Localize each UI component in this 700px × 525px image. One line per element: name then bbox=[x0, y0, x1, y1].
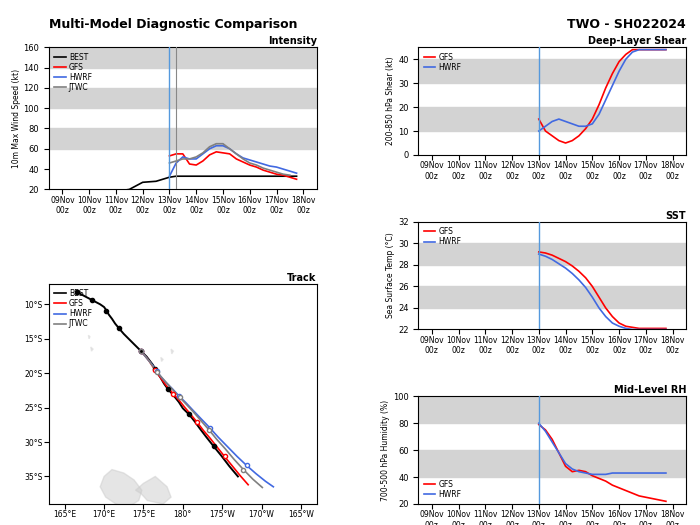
Polygon shape bbox=[100, 469, 142, 508]
Text: SST: SST bbox=[666, 211, 686, 221]
Polygon shape bbox=[171, 349, 174, 354]
Text: Mid-Level RH: Mid-Level RH bbox=[613, 385, 686, 395]
Bar bbox=[49, 129, 316, 149]
Polygon shape bbox=[88, 335, 90, 339]
Text: Track: Track bbox=[287, 273, 316, 283]
Bar bbox=[49, 88, 316, 108]
Legend: GFS, HWRF: GFS, HWRF bbox=[422, 478, 463, 500]
Text: Deep-Layer Shear: Deep-Layer Shear bbox=[588, 36, 686, 47]
Legend: BEST, GFS, HWRF, JTWC: BEST, GFS, HWRF, JTWC bbox=[52, 51, 93, 93]
Legend: GFS, HWRF: GFS, HWRF bbox=[422, 51, 463, 74]
Polygon shape bbox=[161, 358, 163, 362]
Bar bbox=[419, 243, 686, 265]
Text: TWO - SH022024: TWO - SH022024 bbox=[567, 18, 686, 31]
Bar bbox=[419, 450, 686, 477]
Bar bbox=[49, 47, 316, 68]
Bar bbox=[419, 287, 686, 308]
Polygon shape bbox=[91, 347, 93, 351]
Y-axis label: 700-500 hPa Humidity (%): 700-500 hPa Humidity (%) bbox=[381, 400, 390, 501]
Y-axis label: 200-850 hPa Shear (kt): 200-850 hPa Shear (kt) bbox=[386, 57, 395, 145]
Bar bbox=[419, 59, 686, 83]
Y-axis label: 10m Max Wind Speed (kt): 10m Max Wind Speed (kt) bbox=[12, 69, 20, 168]
Legend: GFS, HWRF: GFS, HWRF bbox=[422, 226, 463, 248]
Bar bbox=[419, 396, 686, 423]
Bar bbox=[419, 107, 686, 131]
Polygon shape bbox=[136, 477, 171, 504]
Text: Intensity: Intensity bbox=[267, 36, 316, 47]
Y-axis label: Sea Surface Temp (°C): Sea Surface Temp (°C) bbox=[386, 233, 395, 319]
Legend: BEST, GFS, HWRF, JTWC: BEST, GFS, HWRF, JTWC bbox=[52, 288, 93, 330]
Text: Multi-Model Diagnostic Comparison: Multi-Model Diagnostic Comparison bbox=[49, 18, 298, 31]
